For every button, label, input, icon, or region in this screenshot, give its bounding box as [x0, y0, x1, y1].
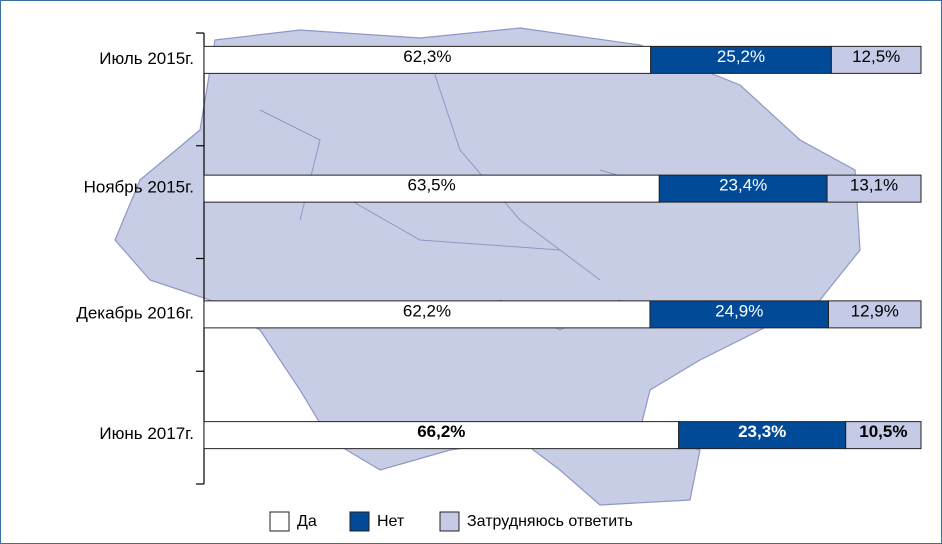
bar-segment: [830, 45, 922, 74]
bar-segment: [650, 45, 832, 74]
bar-segment: [826, 174, 922, 203]
value-label: 66,2%: [417, 422, 465, 441]
bar-segment: [845, 421, 922, 450]
y-tick-label: Ноябрь 2015г.: [84, 178, 194, 197]
value-label: 23,4%: [719, 176, 767, 195]
value-label: 25,2%: [717, 47, 765, 66]
map-background: [114, 27, 861, 506]
y-tick-label: Июнь 2017г.: [99, 424, 194, 443]
bar-segment: [678, 421, 847, 450]
bar-segment: [658, 174, 828, 203]
value-label: 63,5%: [408, 176, 456, 195]
bar-segment: [203, 421, 680, 450]
legend-swatch: [269, 511, 290, 532]
value-label: 12,9%: [851, 301, 899, 320]
legend-label: Да: [297, 513, 317, 530]
legend-swatch: [439, 511, 460, 532]
bar-segment: [828, 300, 922, 329]
value-label: 23,3%: [738, 422, 786, 441]
bar-segment: [203, 45, 652, 74]
y-tick-label: Июль 2015г.: [99, 49, 194, 68]
bar-segment: [203, 174, 660, 203]
value-label: 13,1%: [850, 176, 898, 195]
value-label: 24,9%: [715, 301, 763, 320]
bar-segment: [203, 300, 651, 329]
legend-label: Нет: [377, 513, 405, 530]
value-label: 62,3%: [403, 47, 451, 66]
value-label: 10,5%: [859, 422, 907, 441]
value-label: 12,5%: [852, 47, 900, 66]
bar-segment: [649, 300, 830, 329]
value-label: 62,2%: [403, 301, 451, 320]
legend-swatch: [349, 511, 370, 532]
legend-label: Затрудняюсь ответить: [467, 513, 633, 530]
y-tick-label: Декабрь 2016г.: [76, 303, 194, 322]
